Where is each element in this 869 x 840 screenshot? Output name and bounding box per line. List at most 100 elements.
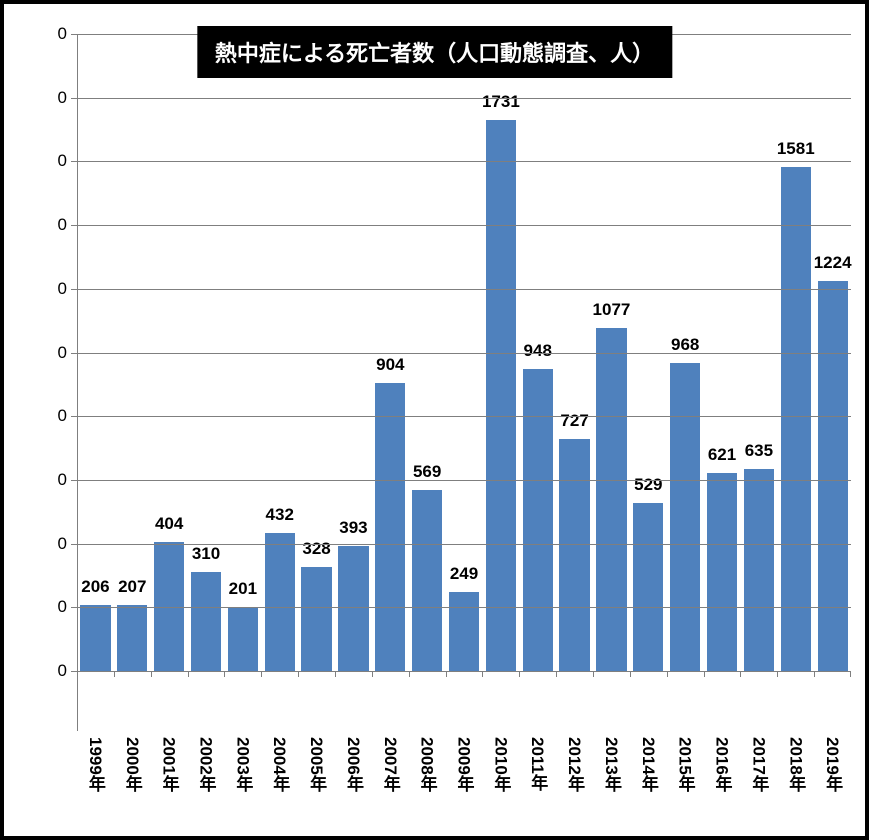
x-label-slot: 2017年 — [740, 731, 777, 836]
y-tick-mark — [71, 544, 77, 545]
y-tick-label: 0 — [19, 88, 67, 108]
x-axis-label: 2000年 — [120, 737, 145, 792]
bar-value-label: 201 — [229, 579, 257, 599]
gridline — [77, 607, 851, 608]
bar-value-label: 328 — [302, 539, 330, 559]
x-label-slot: 2006年 — [335, 731, 372, 836]
x-label-slot: 2003年 — [224, 731, 261, 836]
bar — [412, 490, 442, 671]
bar-value-label: 635 — [745, 441, 773, 461]
y-tick-label: 0 — [19, 343, 67, 363]
gridline — [77, 98, 851, 99]
x-axis-label: 2010年 — [488, 737, 513, 792]
x-axis-label: 2015年 — [673, 737, 698, 792]
y-tick-label: 0 — [19, 534, 67, 554]
x-label-slot: 1999年 — [77, 731, 114, 836]
bar — [633, 503, 663, 671]
x-axis-label: 2011年 — [525, 737, 550, 791]
bar-value-label: 1731 — [482, 92, 520, 112]
y-tick-label: 0 — [19, 406, 67, 426]
x-label-slot: 2010年 — [482, 731, 519, 836]
y-tick-label: 0 — [19, 151, 67, 171]
bar — [486, 120, 516, 671]
x-axis-label: 2001年 — [157, 737, 182, 792]
x-axis-label: 2003年 — [230, 737, 255, 792]
y-tick-label: 0 — [19, 24, 67, 44]
x-label-slot: 2001年 — [151, 731, 188, 836]
bar — [375, 383, 405, 671]
chart-frame: 熱中症による死亡者数（人口動態調査、人） 2062074043102014323… — [0, 0, 869, 840]
y-tick-mark — [71, 161, 77, 162]
plot-area: 2062074043102014323283939045692491731948… — [59, 34, 851, 731]
x-axis-label: 2017年 — [746, 737, 771, 792]
x-label-slot: 2015年 — [667, 731, 704, 836]
x-label-slot: 2009年 — [446, 731, 483, 836]
bar-value-label: 207 — [118, 577, 146, 597]
y-tick-label: 0 — [19, 597, 67, 617]
y-tick-label: 0 — [19, 215, 67, 235]
bar — [781, 167, 811, 671]
gridline — [77, 416, 851, 417]
bar-value-label: 206 — [81, 577, 109, 597]
x-axis-label: 2016年 — [710, 737, 735, 792]
y-tick-mark — [71, 353, 77, 354]
x-axis-label: 2014年 — [636, 737, 661, 792]
y-tick-mark — [71, 34, 77, 35]
bar — [301, 567, 331, 671]
y-tick-mark — [71, 416, 77, 417]
y-tick-label: 0 — [19, 470, 67, 490]
bar-value-label: 569 — [413, 462, 441, 482]
bar-value-label: 1077 — [593, 300, 631, 320]
bar-value-label: 404 — [155, 514, 183, 534]
x-axis-label: 2013年 — [599, 737, 624, 792]
bar-value-label: 529 — [634, 475, 662, 495]
x-axis-label: 2008年 — [415, 737, 440, 792]
bar-value-label: 432 — [266, 505, 294, 525]
x-label-slot: 2014年 — [630, 731, 667, 836]
x-axis-label: 2004年 — [267, 737, 292, 792]
x-axis-label: 2007年 — [378, 737, 403, 792]
bar-value-label: 621 — [708, 445, 736, 465]
y-tick-label: 0 — [19, 279, 67, 299]
y-tick-mark — [71, 671, 77, 672]
y-tick-mark — [71, 289, 77, 290]
x-label-slot: 2005年 — [298, 731, 335, 836]
y-tick-mark — [71, 607, 77, 608]
gridline — [77, 289, 851, 290]
bar-value-label: 249 — [450, 564, 478, 584]
x-label-slot: 2012年 — [556, 731, 593, 836]
x-label-slot: 2000年 — [114, 731, 151, 836]
bar — [265, 533, 295, 671]
x-label-slot: 2019年 — [814, 731, 851, 836]
x-label-slot: 2002年 — [188, 731, 225, 836]
x-label-slot: 2007年 — [372, 731, 409, 836]
gridline — [77, 161, 851, 162]
x-axis-labels: 1999年2000年 2001年2002年2003年 2004年 2005年 2006年… — [77, 731, 851, 836]
bar — [191, 572, 221, 671]
x-axis-label: 2018年 — [783, 737, 808, 792]
x-label-slot: 2004年 — [261, 731, 298, 836]
y-tick-label: 0 — [19, 661, 67, 681]
gridline — [77, 225, 851, 226]
x-axis-label: 2009年 — [452, 737, 477, 792]
x-axis-label: 2006年 — [341, 737, 366, 792]
bar-value-label: 393 — [339, 518, 367, 538]
bar — [449, 592, 479, 671]
bar — [523, 369, 553, 671]
gridline — [77, 544, 851, 545]
bar — [744, 469, 774, 671]
bar — [228, 607, 258, 671]
x-label-slot: 2008年 — [409, 731, 446, 836]
x-label-slot: 2013年 — [593, 731, 630, 836]
chart-title: 熱中症による死亡者数（人口動態調査、人） — [197, 26, 672, 78]
x-axis-label: 2019年 — [820, 737, 845, 792]
x-label-slot: 2018年 — [777, 731, 814, 836]
x-axis-label: 2012年 — [562, 737, 587, 792]
bar — [117, 605, 147, 671]
bar-value-label: 904 — [376, 355, 404, 375]
bar — [707, 473, 737, 671]
gridline — [77, 671, 851, 672]
x-axis-label: 2005年 — [304, 737, 329, 792]
bar — [338, 546, 368, 671]
bar-value-label: 1224 — [814, 253, 852, 273]
